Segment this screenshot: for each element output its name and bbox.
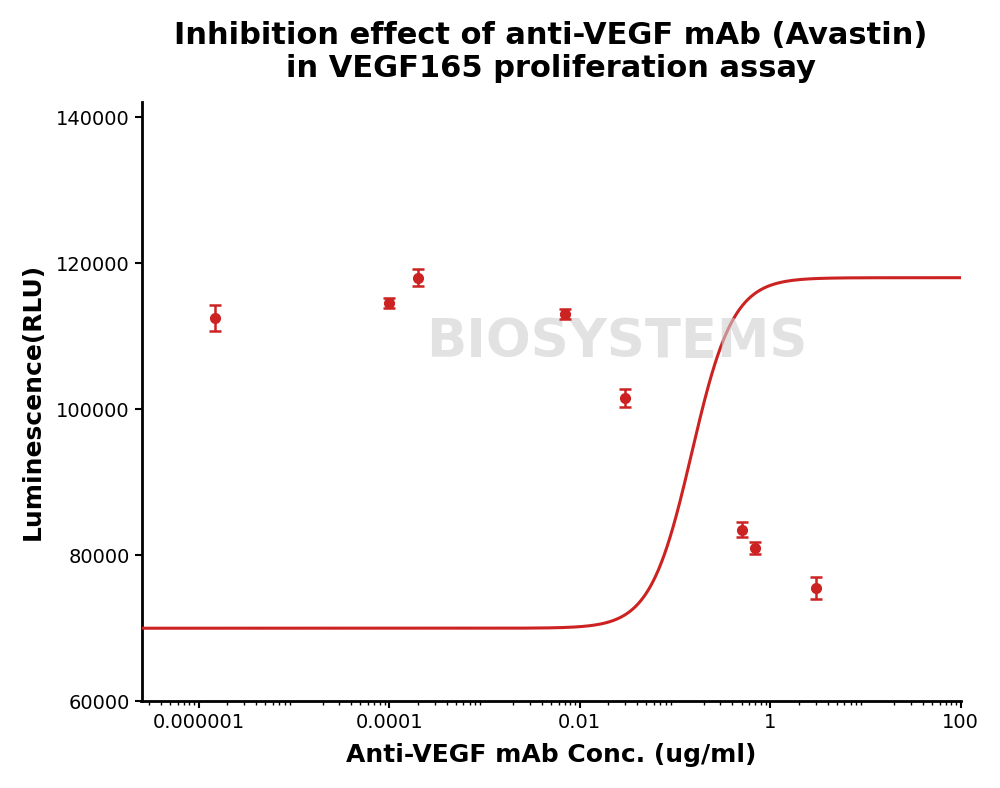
- Y-axis label: Luminescence(RLU): Luminescence(RLU): [21, 263, 45, 541]
- Text: BIOSYSTEMS: BIOSYSTEMS: [426, 316, 807, 368]
- X-axis label: Anti-VEGF mAb Conc. (ug/ml): Anti-VEGF mAb Conc. (ug/ml): [346, 743, 756, 768]
- Title: Inhibition effect of anti-VEGF mAb (Avastin)
in VEGF165 proliferation assay: Inhibition effect of anti-VEGF mAb (Avas…: [174, 20, 928, 84]
